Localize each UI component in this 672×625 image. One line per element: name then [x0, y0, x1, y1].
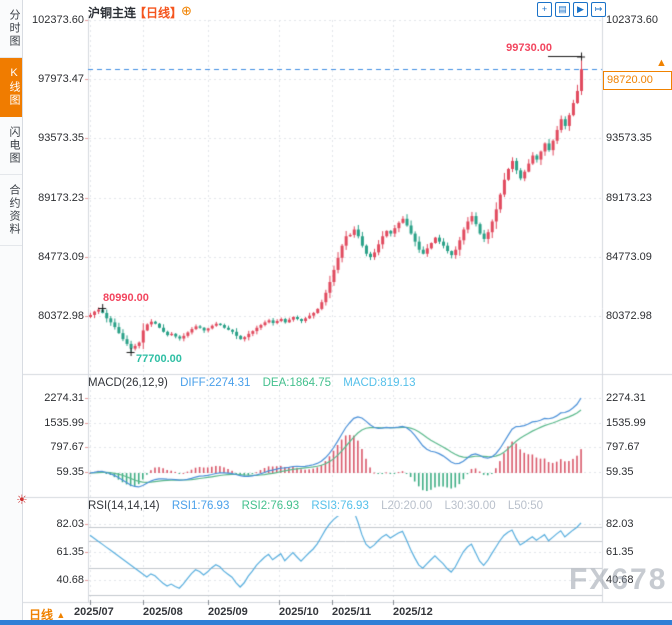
sidebar-tab-flash[interactable]: 闪电图 — [0, 117, 22, 175]
main-y-axis-label-right: 84773.09 — [606, 250, 652, 263]
rsi1-value: RSI1:76.93 — [171, 500, 230, 512]
rsi-y-axis-label: 61.35 — [56, 546, 84, 559]
main-y-axis-label-right: 102373.60 — [606, 14, 658, 26]
main-y-axis-label-right: 80372.98 — [606, 310, 652, 322]
rsi-y-axis-label: 82.03 — [56, 518, 84, 531]
macd-y-axis-label-right: 59.35 — [606, 466, 634, 478]
rsi-y-axis-label-right: 61.35 — [606, 546, 634, 559]
last-price-badge: 98720.00 — [603, 71, 672, 90]
rsi3-value: RSI3:76.93 — [311, 500, 369, 512]
fit-chart-icon[interactable]: ▤ — [555, 2, 570, 17]
macd-y-axis-label: 797.67 — [50, 441, 84, 454]
watermark: FX678 — [569, 563, 668, 596]
main-y-axis-label: 80372.98 — [38, 310, 84, 322]
main-y-axis-label-right: 89173.23 — [606, 191, 652, 204]
sidebar-tab-contract-info[interactable]: 合约资料 — [0, 175, 22, 246]
rsi-y-axis-label: 40.68 — [56, 574, 84, 587]
indicator-settings-icon[interactable]: ☀ — [16, 492, 28, 507]
early-high-label: 80990.00 — [103, 292, 149, 304]
plus-circle-icon[interactable]: ⊕ — [181, 3, 192, 18]
macd-macd-value: MACD:819.13 — [343, 377, 416, 389]
x-axis-month-label: 2025/07 — [74, 606, 114, 618]
macd-header: MACD(26,12,9) DIFF:2274.31 DEA:1864.75 M… — [88, 377, 424, 389]
sidebar-tab-timeshare[interactable]: 分时图 — [0, 0, 22, 58]
rsi2-value: RSI2:76.93 — [241, 500, 300, 512]
footer-period-label: 日线 — [29, 608, 54, 622]
main-y-axis-label: 97973.47 — [38, 73, 84, 86]
sidebar: 分时图 K线图 闪电图 合约资料 — [0, 0, 23, 625]
session-low-label: 77700.00 — [136, 353, 182, 365]
main-y-axis-label: 102373.60 — [32, 14, 84, 26]
main-y-axis-label: 89173.23 — [38, 191, 84, 204]
macd-y-axis-label-right: 2274.31 — [606, 392, 646, 404]
x-axis-month-label: 2025/10 — [279, 606, 319, 618]
macd-dea-value: DEA:1864.75 — [262, 377, 332, 389]
sidebar-tab-kline[interactable]: K线图 — [0, 58, 22, 117]
chart-title: 沪铜主连 — [88, 6, 137, 20]
rsi-header: RSI(14,14,14) RSI1:76.93 RSI2:76.93 RSI3… — [88, 500, 552, 512]
bottom-scrollbar[interactable] — [0, 620, 672, 625]
main-y-axis-label-right: 93573.35 — [606, 132, 652, 145]
jump-latest-icon[interactable]: ↦ — [591, 2, 606, 17]
chart-period-label[interactable]: 【日线】 — [134, 6, 183, 20]
macd-y-axis-label: 1535.99 — [44, 416, 84, 429]
rsi-params-label: RSI(14,14,14) — [88, 500, 160, 512]
session-high-label: 99730.00 — [506, 42, 552, 54]
x-axis-month-label: 2025/11 — [332, 606, 372, 618]
macd-y-axis-label: 2274.31 — [44, 392, 84, 404]
price-up-arrow-icon: ▲ — [656, 57, 667, 69]
x-axis-month-label: 2025/09 — [208, 606, 248, 618]
rsi-y-axis-label-right: 40.68 — [606, 574, 634, 587]
rsi-y-axis-label-right: 82.03 — [606, 518, 634, 531]
macd-params-label: MACD(26,12,9) — [88, 377, 168, 389]
macd-y-axis-label: 59.35 — [56, 466, 84, 478]
main-y-axis-label: 84773.09 — [38, 250, 84, 263]
chart-toolbar: + ▤ ▶ ↦ — [537, 2, 606, 17]
macd-diff-value: DIFF:2274.31 — [180, 377, 251, 389]
footer-period-selector[interactable]: 日线 ▲ — [29, 606, 65, 623]
crosshair-icon[interactable]: + — [537, 2, 552, 17]
x-axis-month-label: 2025/12 — [393, 606, 433, 618]
rsi-l20-value: L20:20.00 — [381, 500, 433, 512]
macd-y-axis-label-right: 1535.99 — [606, 416, 646, 429]
rsi-l30-value: L30:30.00 — [444, 500, 496, 512]
x-axis-month-label: 2025/08 — [143, 606, 183, 618]
period-up-triangle-icon: ▲ — [56, 610, 66, 620]
main-y-axis-label: 93573.35 — [38, 132, 84, 145]
rsi-l50-value: L50:50 — [507, 500, 543, 512]
autoscroll-icon[interactable]: ▶ — [573, 2, 588, 17]
macd-y-axis-label-right: 797.67 — [606, 441, 640, 454]
